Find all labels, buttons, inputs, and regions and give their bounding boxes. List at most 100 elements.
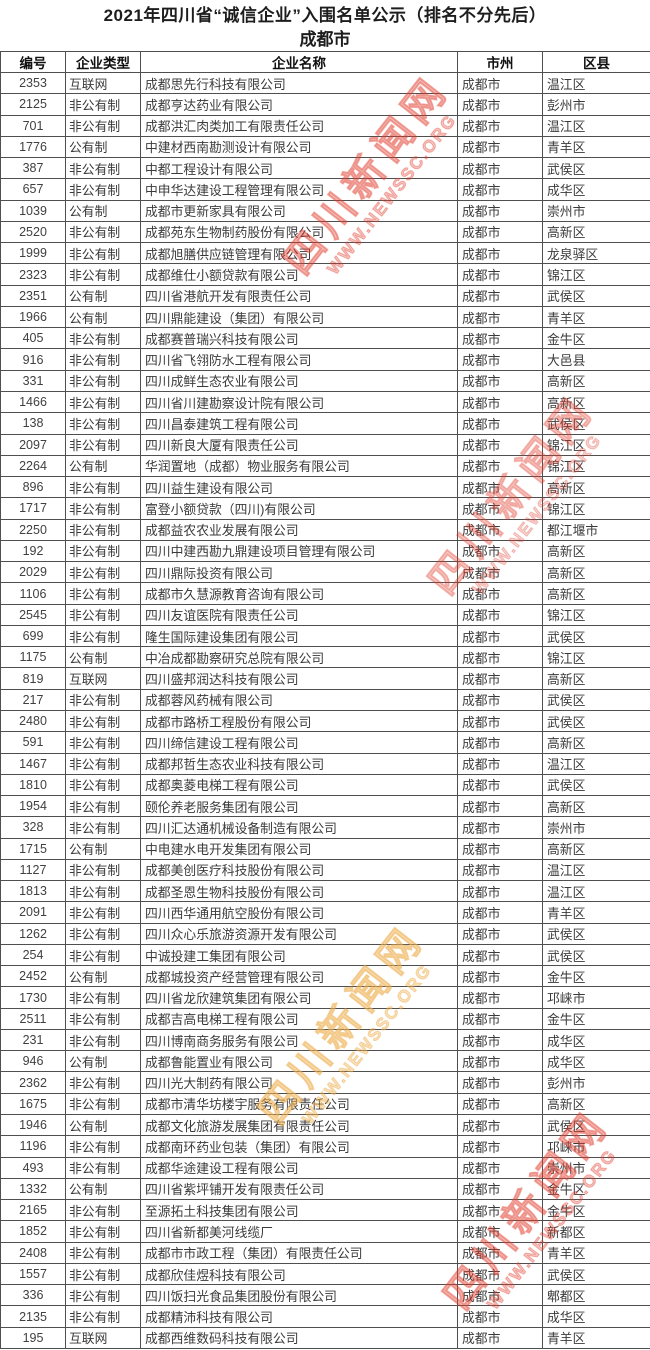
cell-name: 成都苑东生物制药股份有限公司 [140, 220, 458, 244]
cell-name: 至源拓土科技集团有限公司 [140, 1199, 458, 1222]
page-header: 2021年四川省“诚信企业”入围名单公示（排名不分先后） 成都市 [0, 0, 650, 51]
cell-city: 成都市 [457, 1305, 543, 1328]
cell-name: 四川省紫坪铺开发有限责任公司 [140, 1177, 458, 1201]
cell-id: 1175 [0, 646, 66, 669]
cell-type: 非公有制 [65, 93, 141, 116]
cell-id: 2264 [0, 454, 66, 478]
cell-type: 非公有制 [65, 1284, 141, 1307]
cell-name: 成都市路桥工程股份有限公司 [140, 709, 458, 733]
cell-id: 1946 [0, 1114, 66, 1137]
cell-city: 成都市 [457, 986, 543, 1009]
cell-type: 非公有制 [65, 263, 141, 286]
page-subtitle: 成都市 [299, 30, 351, 49]
col-header-city: 市州 [457, 51, 543, 73]
table-row: 699 非公有制 隆生国际建设集团有限公司 成都市 武侯区 [0, 624, 650, 648]
table-row: 1466 非公有制 四川省川建勘察设计院有限公司 成都市 高新区 [0, 390, 650, 414]
cell-district: 崇州市 [542, 1156, 650, 1179]
cell-district: 武侯区 [542, 284, 650, 307]
table-row: 916 非公有制 四川省飞翎防水工程有限公司 成都市 大邑县 [0, 348, 650, 371]
cell-city: 成都市 [457, 1284, 543, 1307]
cell-id: 1675 [0, 1092, 66, 1116]
cell-city: 成都市 [457, 1135, 543, 1158]
cell-type: 非公有制 [65, 242, 141, 265]
cell-id: 591 [0, 731, 66, 754]
cell-id: 231 [0, 1028, 66, 1052]
cell-type: 非公有制 [65, 1028, 141, 1052]
cell-type: 非公有制 [65, 880, 141, 903]
cell-district: 锦江区 [542, 263, 650, 286]
cell-type: 非公有制 [65, 1199, 141, 1222]
cell-district: 温江区 [542, 858, 650, 882]
cell-type: 公有制 [65, 1050, 141, 1073]
cell-name: 成都圣恩生物科技股份有限公司 [140, 880, 458, 903]
cell-type: 非公有制 [65, 348, 141, 371]
cell-district: 高新区 [542, 731, 650, 754]
cell-type: 非公有制 [65, 603, 141, 626]
cell-city: 成都市 [457, 965, 543, 988]
cell-name: 成都奥菱电梯工程有限公司 [140, 773, 458, 797]
cell-type: 非公有制 [65, 1241, 141, 1264]
cell-city: 成都市 [457, 837, 543, 860]
cell-type: 公有制 [65, 284, 141, 307]
cell-type: 互联网 [65, 667, 141, 690]
cell-id: 2452 [0, 965, 66, 988]
cell-city: 成都市 [457, 497, 543, 520]
cell-name: 成都市久慧源教育咨询有限公司 [140, 582, 458, 605]
table-row: 217 非公有制 成都蓉风药械有限公司 成都市 武侯区 [0, 688, 650, 711]
cell-district: 邛崃市 [542, 986, 650, 1009]
cell-district: 武侯区 [542, 943, 650, 967]
cell-city: 成都市 [457, 199, 543, 222]
cell-city: 成都市 [457, 731, 543, 754]
table-row: 1776 公有制 中建材西南勘测设计有限公司 成都市 青羊区 [0, 135, 650, 159]
cell-city: 成都市 [457, 795, 543, 818]
cell-district: 锦江区 [542, 454, 650, 478]
table-row: 1730 非公有制 四川省龙欣建筑集团有限公司 成都市 邛崃市 [0, 986, 650, 1009]
table-row: 1954 非公有制 颐伦养老服务集团有限公司 成都市 高新区 [0, 795, 650, 818]
table-row: 1557 非公有制 成都欣佳煜科技有限公司 成都市 武侯区 [0, 1262, 650, 1286]
cell-type: 公有制 [65, 837, 141, 860]
cell-district: 武侯区 [542, 688, 650, 711]
col-header-district: 区县 [542, 51, 650, 73]
cell-id: 336 [0, 1284, 66, 1307]
cell-city: 成都市 [457, 752, 543, 775]
table-row: 946 公有制 成都鲁能置业有限公司 成都市 成华区 [0, 1050, 650, 1073]
cell-id: 946 [0, 1050, 66, 1073]
table-row: 195 互联网 成都西维数码科技有限公司 成都市 青羊区 [0, 1326, 650, 1349]
table-row: 1946 公有制 成都文化旅游发展集团有限责任公司 成都市 武侯区 [0, 1114, 650, 1137]
cell-id: 331 [0, 369, 66, 392]
cell-district: 都江堰市 [542, 518, 650, 541]
cell-name: 成都邦哲生态农业科技有限公司 [140, 752, 458, 775]
cell-city: 成都市 [457, 603, 543, 626]
cell-city: 成都市 [457, 1156, 543, 1179]
cell-city: 成都市 [457, 369, 543, 392]
cell-type: 非公有制 [65, 795, 141, 818]
cell-name: 成都文化旅游发展集团有限责任公司 [140, 1114, 458, 1137]
cell-district: 锦江区 [542, 433, 650, 456]
table-row: 2125 非公有制 成都亨达药业有限公司 成都市 彭州市 [0, 93, 650, 116]
cell-type: 非公有制 [65, 752, 141, 775]
cell-city: 成都市 [457, 157, 543, 180]
cell-name: 四川益生建设有限公司 [140, 476, 458, 499]
table-row: 2135 非公有制 成都精沛科技有限公司 成都市 成华区 [0, 1305, 650, 1328]
cell-type: 非公有制 [65, 922, 141, 945]
cell-name: 成都精沛科技有限公司 [140, 1305, 458, 1328]
cell-type: 非公有制 [65, 1220, 141, 1243]
table-row: 1467 非公有制 成都邦哲生态农业科技有限公司 成都市 温江区 [0, 752, 650, 775]
cell-id: 2362 [0, 1071, 66, 1094]
table-row: 2250 非公有制 成都益农农业发展有限公司 成都市 都江堰市 [0, 518, 650, 541]
cell-id: 2125 [0, 93, 66, 116]
cell-id: 1966 [0, 305, 66, 329]
cell-city: 成都市 [457, 476, 543, 499]
cell-city: 成都市 [457, 1114, 543, 1137]
cell-name: 成都思先行科技有限公司 [140, 71, 458, 95]
cell-city: 成都市 [457, 93, 543, 116]
cell-district: 高新区 [542, 539, 650, 563]
cell-name: 成都亨达药业有限公司 [140, 93, 458, 116]
cell-district: 锦江区 [542, 603, 650, 626]
company-table: 编号 企业类型 企业名称 市州 区县 2353 互联网 成都思先行科技有限公司 成都市… [0, 51, 650, 1349]
cell-name: 中诚投建工集团有限公司 [140, 943, 458, 967]
cell-type: 非公有制 [65, 858, 141, 882]
table-row: 2545 非公有制 四川友谊医院有限责任公司 成都市 锦江区 [0, 603, 650, 626]
cell-type: 非公有制 [65, 178, 141, 201]
cell-type: 非公有制 [65, 1007, 141, 1030]
